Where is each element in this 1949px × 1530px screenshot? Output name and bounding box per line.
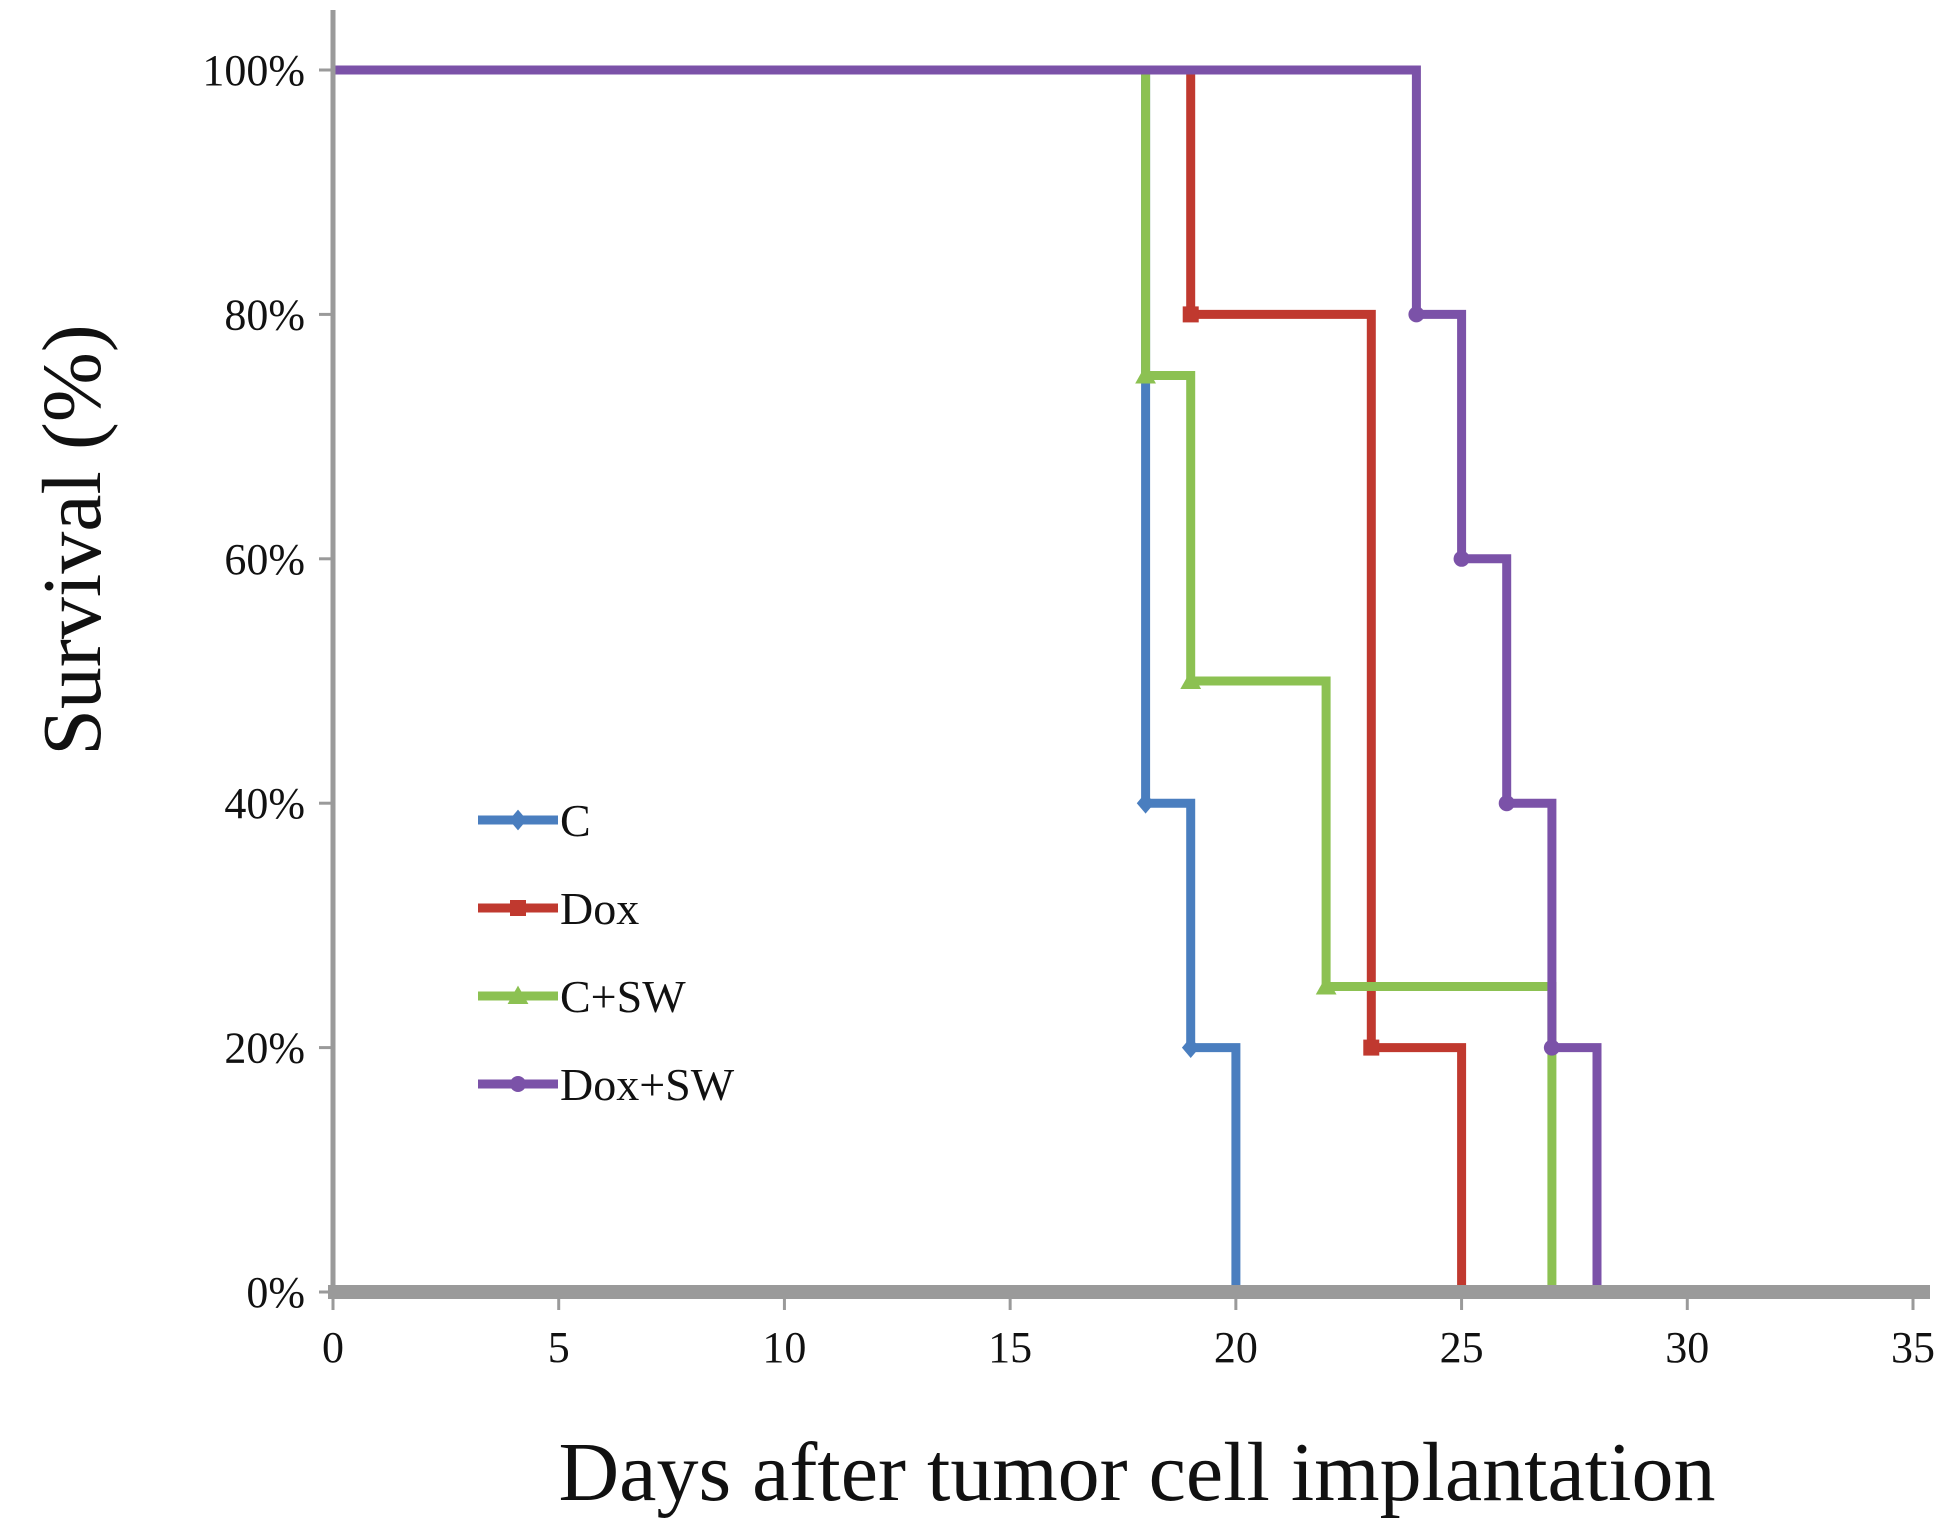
legend-item-c-sw: C+SW <box>478 971 686 1022</box>
data-point-c-sw <box>1180 670 1202 689</box>
ticks-layer: 0 5 10 15 20 25 30 35 0% 20% 40% 60% 80% 100% <box>202 46 1935 1372</box>
y-tick-label: 20% <box>224 1024 305 1073</box>
x-tick-label: 25 <box>1440 1323 1484 1372</box>
data-point-c <box>1136 792 1155 814</box>
legend-label-dox: Dox <box>560 883 639 934</box>
series-line-c <box>333 65 1241 1292</box>
y-axis-title: Survival (%) <box>26 324 119 756</box>
legend-label-c-sw: C+SW <box>560 971 686 1022</box>
x-tick-label: 30 <box>1665 1323 1709 1372</box>
x-tick-label: 15 <box>988 1323 1032 1372</box>
x-tick-label: 35 <box>1891 1323 1935 1372</box>
legend-marker-dox <box>510 900 526 916</box>
legend-marker-dox-sw <box>510 1076 526 1092</box>
x-axis-title: Days after tumor cell implantation <box>559 1426 1716 1519</box>
x-tick-label: 0 <box>322 1323 344 1372</box>
data-point-dox <box>1363 1039 1380 1056</box>
data-point-c-sw <box>1135 365 1156 384</box>
series-line-dox-sw <box>333 65 1602 1292</box>
series-layer <box>333 65 1602 1292</box>
series-c-sw <box>333 65 1557 1292</box>
legend: C Dox C+SW Dox+SW <box>478 795 735 1110</box>
legend-item-dox-sw: Dox+SW <box>478 1059 735 1110</box>
data-point-dox-sw <box>1453 550 1470 567</box>
data-point-dox-sw <box>1543 1039 1560 1056</box>
legend-marker-c <box>509 809 527 831</box>
x-tick-label: 20 <box>1214 1323 1258 1372</box>
y-tick-label: 60% <box>224 535 305 584</box>
y-tick-label: 100% <box>202 46 305 95</box>
y-tick-label: 80% <box>224 290 305 339</box>
y-tick-label: 0% <box>246 1268 305 1317</box>
legend-label-dox-sw: Dox+SW <box>560 1059 735 1110</box>
x-tick-label: 10 <box>762 1323 806 1372</box>
data-point-dox-sw <box>1498 795 1515 812</box>
data-point-dox-sw <box>1408 306 1425 323</box>
data-point-dox <box>1182 306 1199 323</box>
y-tick-label: 40% <box>224 779 305 828</box>
legend-label-c: C <box>560 795 591 846</box>
legend-item-dox: Dox <box>478 883 639 934</box>
series-c <box>333 65 1241 1292</box>
legend-marker-c-sw <box>507 985 529 1004</box>
data-point-c <box>1181 1037 1200 1058</box>
series-dox-sw <box>333 65 1602 1292</box>
data-point-c-sw <box>1315 976 1337 995</box>
legend-item-c: C <box>478 795 591 846</box>
x-tick-label: 5 <box>548 1323 570 1372</box>
